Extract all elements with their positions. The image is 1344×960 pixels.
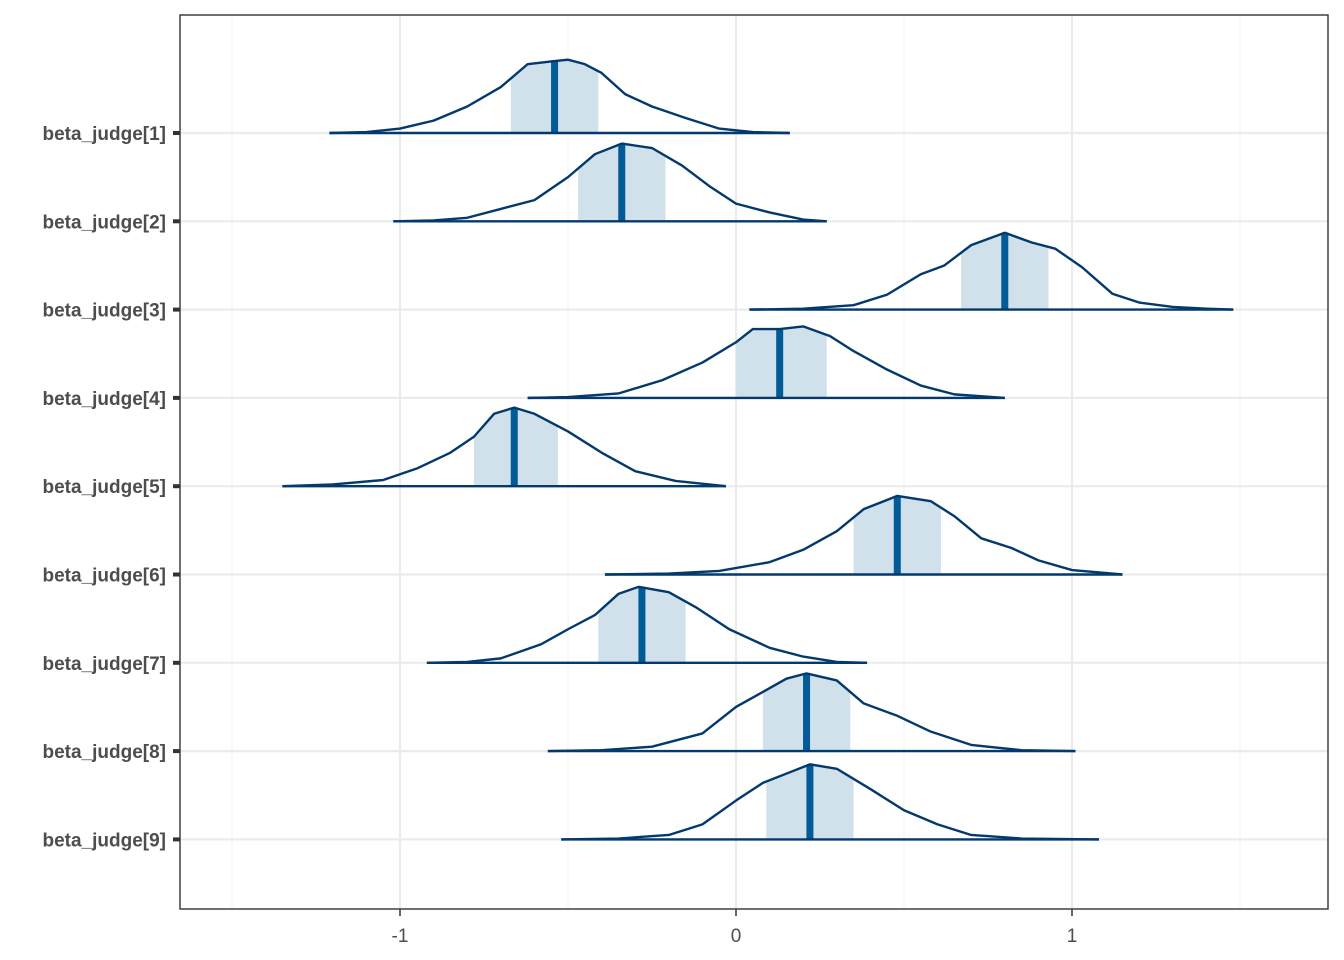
y-tick-label: beta_judge[4] (42, 389, 166, 410)
density-outline (329, 58, 790, 135)
ridge-series (547, 672, 1076, 753)
y-axis: beta_judge[1] beta_judge[2] beta_judge[3]b… (42, 124, 180, 851)
y-tick-label: beta_judge[2] (42, 212, 166, 233)
y-tick-label: beta_judge[8] (42, 742, 166, 763)
x-tick-label: 0 (731, 926, 742, 947)
y-tick-label: beta_judge[5] (42, 477, 166, 498)
ridge-series (561, 763, 1099, 841)
y-tick-label: beta_judge[6] (42, 566, 166, 587)
x-tick-label: -1 (392, 926, 409, 947)
ridge-series (282, 406, 727, 488)
density-outline (393, 142, 827, 223)
ridge-series (329, 58, 790, 135)
x-axis: -1 0 1 (392, 909, 1078, 947)
density-outline (282, 406, 727, 488)
grid-lines (180, 15, 1328, 909)
panel-border (179, 14, 1329, 910)
density-outline (604, 494, 1123, 576)
ridge-series (604, 494, 1123, 576)
ridge-series (749, 231, 1234, 311)
ridge-series (527, 325, 1005, 400)
density-ridges (282, 58, 1234, 841)
density-outline (561, 763, 1099, 841)
density-outline (749, 231, 1234, 311)
density-outline (426, 585, 868, 664)
density-outline (547, 672, 1076, 753)
ridge-series (393, 142, 827, 223)
y-tick-label: beta_judge[3] (42, 301, 166, 322)
y-tick-label: beta_judge[9] (42, 830, 166, 851)
y-tick-label: beta_judge[1] (42, 124, 166, 145)
density-outline (527, 325, 1005, 400)
ridge-series (426, 585, 868, 664)
x-tick-label: 1 (1067, 926, 1078, 947)
y-tick-label: beta_judge[7] (42, 654, 166, 675)
